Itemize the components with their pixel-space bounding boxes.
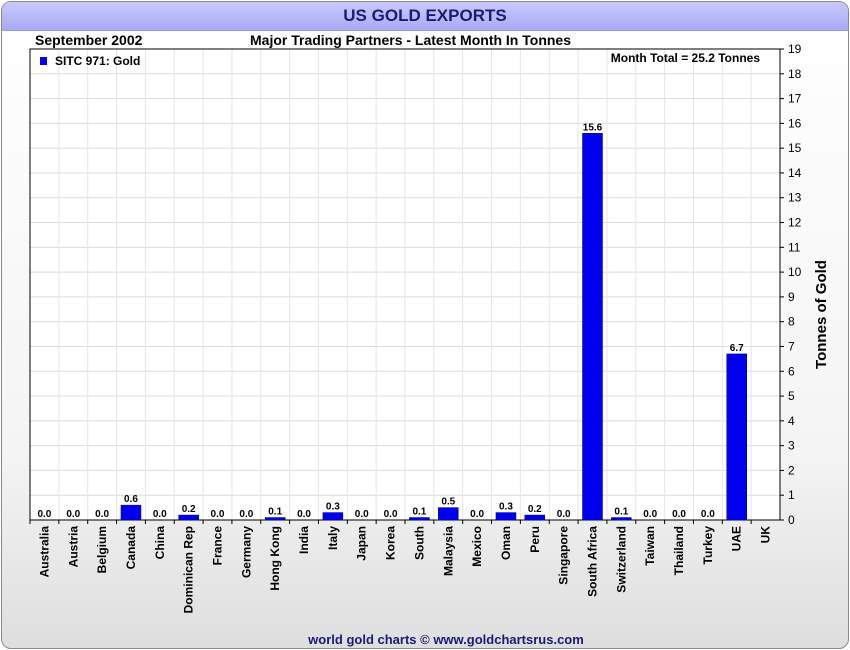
y-tick-label-6: 6 [788,364,795,378]
x-tick-label-1: Austria [66,526,80,568]
legend-entry: SITC 971: Gold [55,54,140,68]
data-label-16: 0.3 [499,502,513,513]
x-tick-label-20: Switzerland [614,526,628,593]
y-tick-label-18: 18 [788,67,802,81]
bar-south-africa [582,133,603,521]
x-tick-label-21: Taiwan [643,526,657,566]
chart-title: US GOLD EXPORTS [343,6,507,25]
x-tick-label-3: Canada [124,526,138,570]
y-tick-label-10: 10 [788,265,802,279]
y-tick-label-1: 1 [788,488,795,502]
data-label-4: 0.0 [153,509,167,520]
x-tick-label-5: Dominican Rep [182,526,196,613]
data-label-8: 0.1 [268,507,282,518]
bar-italy [322,512,344,521]
data-label-14: 0.5 [441,497,455,508]
x-tick-label-25: UK [759,526,773,544]
data-label-11: 0.0 [355,509,369,520]
x-tick-label-18: Singapore [557,526,571,585]
y-tick-label-7: 7 [788,339,795,353]
y-tick-label-8: 8 [788,315,795,329]
x-tick-label-11: Japan [355,526,369,561]
y-tick-label-5: 5 [788,389,795,403]
x-tick-label-17: Peru [528,526,542,553]
data-label-6: 0.0 [211,509,225,520]
bar-oman [495,512,517,521]
x-tick-label-15: Mexico [470,526,484,567]
y-tick-label-9: 9 [788,290,795,304]
x-tick-label-9: India [297,526,311,554]
bar-switzerland [611,517,632,521]
y-tick-label-4: 4 [788,414,795,428]
y-tick-label-0: 0 [788,513,795,527]
data-label-18: 0.0 [557,509,571,520]
y-tick-label-17: 17 [788,92,802,106]
y-tick-label-3: 3 [788,439,795,453]
data-label-20: 0.1 [614,507,628,518]
x-tick-label-4: China [153,526,167,560]
bar-peru [524,514,546,521]
bar-canada [120,504,142,521]
data-label-7: 0.0 [239,509,253,520]
data-label-17: 0.2 [528,504,542,515]
x-tick-label-14: Malaysia [441,526,455,576]
data-label-12: 0.0 [384,509,398,520]
x-tick-label-23: Turkey [701,526,715,565]
y-tick-label-19: 19 [788,42,802,56]
x-tick-label-24: UAE [730,526,744,551]
data-label-23: 0.0 [701,509,715,520]
x-tick-label-0: Australia [37,526,51,578]
data-label-22: 0.0 [672,509,686,520]
legend-swatch [40,57,47,65]
x-tick-label-22: Thailand [672,526,686,575]
y-tick-label-2: 2 [788,463,795,477]
x-tick-label-19: South Africa [586,526,600,597]
y-tick-label-11: 11 [788,240,801,254]
bar-uae [726,353,747,521]
x-tick-label-13: South [412,526,426,560]
data-label-3: 0.6 [124,494,138,505]
y-tick-label-12: 12 [788,216,802,230]
footer-credit: world gold charts © www.goldchartsrus.co… [308,632,584,647]
y-tick-label-15: 15 [788,141,802,155]
x-tick-label-16: Oman [499,526,513,560]
data-label-21: 0.0 [643,509,657,520]
data-label-0: 0.0 [37,509,51,520]
y-tick-label-13: 13 [788,191,802,205]
bar-south [409,517,430,521]
data-label-10: 0.3 [326,502,340,513]
y-axis-label: Tonnes of Gold [813,260,830,369]
x-tick-label-8: Hong Kong [268,526,282,591]
title-bar: US GOLD EXPORTS [2,2,848,31]
data-label-1: 0.0 [66,509,80,520]
x-tick-label-6: France [211,526,225,566]
bar-dominican-rep [178,514,199,521]
chart-subtitle: Major Trading Partners - Latest Month In… [250,32,571,48]
data-label-2: 0.0 [95,509,109,520]
data-label-19: 15.6 [583,122,603,133]
x-tick-label-7: Germany [239,526,253,578]
y-tick-label-16: 16 [788,116,802,130]
x-tick-label-10: Italy [326,526,340,550]
bar-hong-kong [264,517,286,521]
bar-malaysia [438,507,459,521]
data-label-9: 0.0 [297,509,311,520]
data-label-5: 0.2 [182,504,196,515]
data-label-13: 0.1 [412,507,426,518]
date-label: September 2002 [35,32,143,48]
data-label-24: 6.7 [730,343,744,354]
x-tick-label-12: Korea [384,526,398,560]
month-total-annotation: Month Total = 25.2 Tonnes [611,51,761,65]
x-tick-label-2: Belgium [95,526,109,573]
y-tick-label-14: 14 [788,166,802,180]
data-label-15: 0.0 [470,509,484,520]
